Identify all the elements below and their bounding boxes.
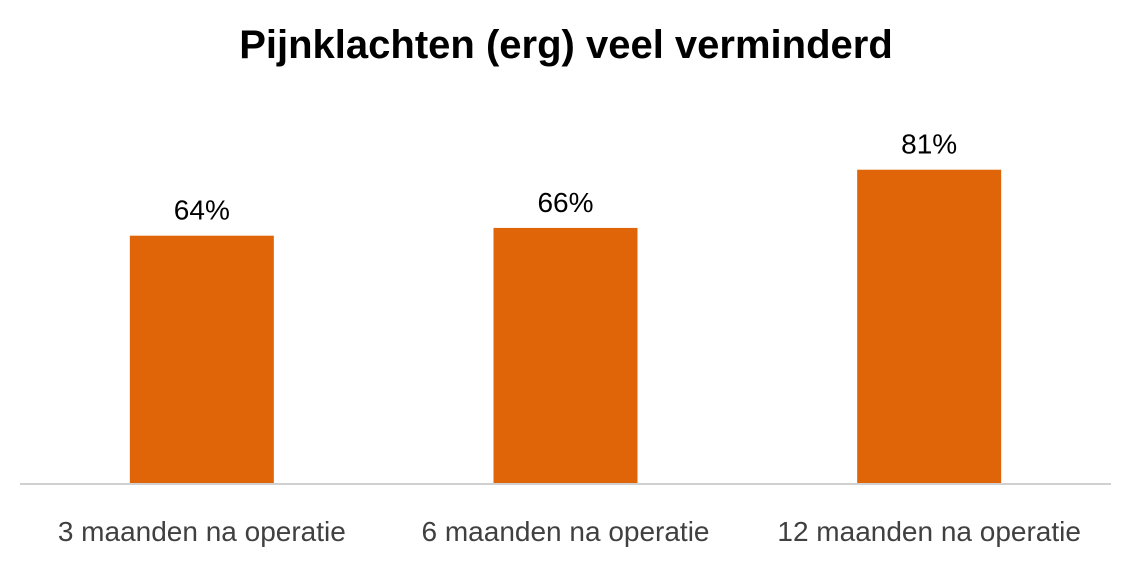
x-tick-label-2: 6 maanden na operatie: [422, 516, 710, 547]
x-tick-label-3: 12 maanden na operatie: [777, 516, 1081, 547]
bar-3: [857, 169, 1002, 484]
bars-group: [129, 169, 1002, 485]
bar-1: [129, 235, 274, 484]
bar-2: [493, 227, 638, 485]
data-label-2: 66%: [537, 187, 593, 218]
data-labels-group: 64% 66% 81%: [174, 129, 957, 226]
data-label-3: 81%: [901, 129, 957, 160]
x-tick-label-1: 3 maanden na operatie: [58, 516, 346, 547]
data-label-1: 64%: [174, 195, 230, 226]
tick-labels-group: 3 maanden na operatie 6 maanden na operat…: [58, 516, 1081, 547]
chart-title: Pijnklachten (erg) veel verminderd: [239, 23, 893, 67]
